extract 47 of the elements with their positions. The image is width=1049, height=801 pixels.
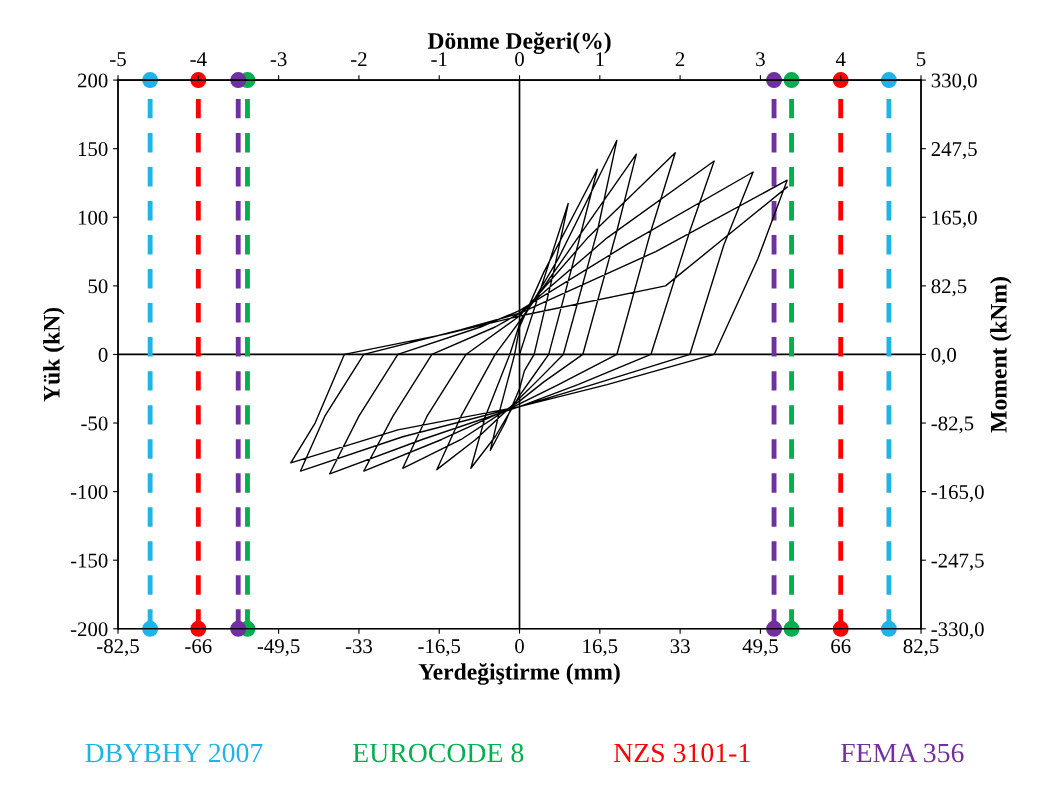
x2-tick-label: 0 [515,52,524,67]
ref-line-label: EUROCODE 8 [353,743,524,763]
x-tick-label: -49,5 [257,639,300,657]
y2-tick-label: -165,0 [931,484,984,503]
y-tick-label: 50 [88,279,108,294]
x-tick-label: 82,5 [903,639,939,657]
ref-line-label: FEMA 356 [840,743,964,763]
x2-tick-label: -2 [351,52,367,66]
y-tick-label: -200 [70,622,108,637]
x-tick-label: 33 [670,639,690,654]
x2-tick-label: 1 [596,52,604,66]
y2-tick-label: -330,0 [931,622,984,640]
y-tick-label: 150 [78,142,108,157]
x2-tick-label: 3 [756,52,765,67]
x2-tick-label: -3 [270,52,287,67]
x2-tick-label: 5 [917,52,926,67]
x-tick-label: -82,5 [97,639,139,657]
x-tick-label: -33 [345,639,372,654]
x-tick-label: 16,5 [583,639,618,657]
x-tick-label: 66 [831,639,851,654]
x-axis-title: Yerdeğiştirme (mm) [418,662,620,685]
x2-tick-label: -4 [190,52,207,66]
x-tick-label: -66 [185,639,212,654]
y2-tick-label: 82,5 [931,279,967,297]
y-tick-label: -100 [70,484,108,500]
y2-axis-title: Moment (kNm) [990,277,1012,433]
y-tick-label: -150 [70,553,108,568]
x2-tick-label: 2 [675,52,685,66]
y2-tick-label: 247,5 [931,142,977,160]
y-tick-label: 200 [77,73,108,88]
x-tick-label: 49,5 [742,639,778,657]
x-tick-label: -16,5 [418,639,461,657]
x2-tick-label: -5 [110,52,126,67]
y-tick-label: -50 [81,416,108,431]
y-tick-label: 100 [78,210,108,225]
x2-tick-label: 4 [835,52,846,66]
ref-line-label: NZS 3101-1 [613,743,750,763]
y-axis-title: Yük (kN) [43,307,65,402]
y2-tick-label: -82,5 [931,416,974,434]
y2-tick-label: -247,5 [931,553,984,571]
x2-tick-label: -1 [431,52,447,66]
y2-tick-label: 0,0 [931,347,956,365]
ref-line-label: DBYBHY 2007 [85,743,263,763]
x-tick-label: 0 [515,639,524,654]
y2-tick-label: 330,0 [931,73,977,91]
y-tick-label: 0 [98,347,108,362]
y2-tick-label: 165,0 [932,210,977,228]
